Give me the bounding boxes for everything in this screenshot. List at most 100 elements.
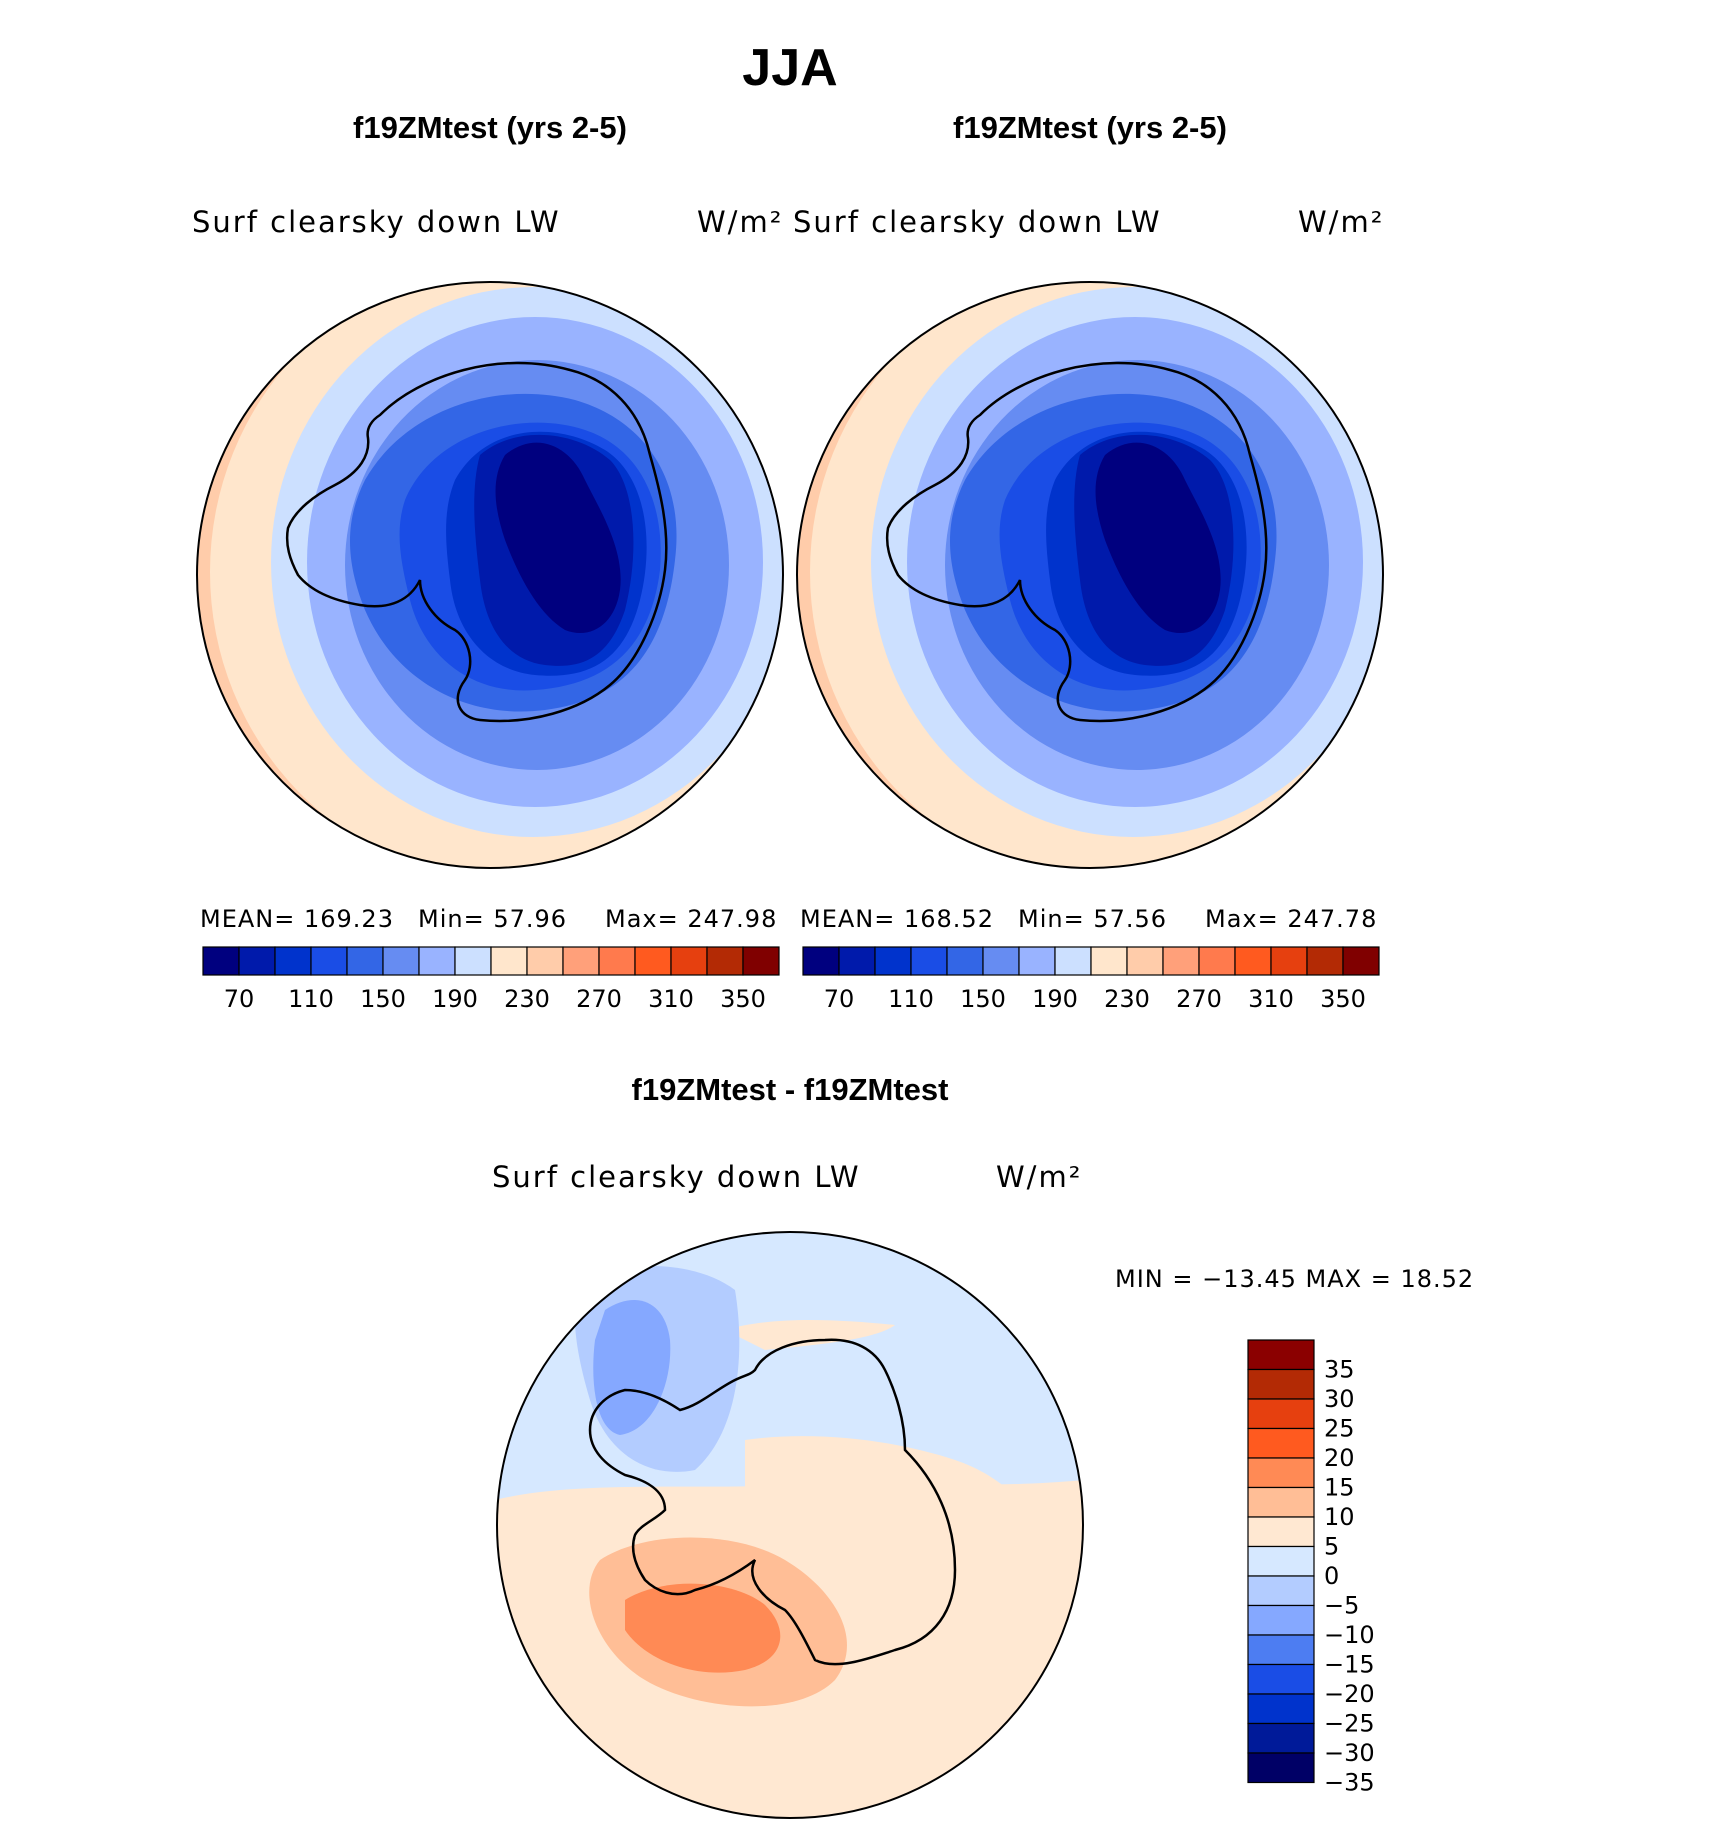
colorbar-right-swatch xyxy=(802,946,840,976)
colorbar-right-swatch xyxy=(982,946,1020,976)
colorbar-diff-tick-label: 10 xyxy=(1324,1503,1355,1531)
colorbar-right-swatch xyxy=(874,946,912,976)
colorbar-right-tick-label: 70 xyxy=(824,985,855,1013)
panel-right-variable-label: Surf clearsky down LW xyxy=(793,205,1162,239)
colorbar-diff-swatch xyxy=(1247,1752,1315,1784)
diff-unit-label: W/m² xyxy=(996,1160,1083,1194)
colorbar-right-tick-label: 230 xyxy=(1104,985,1150,1013)
panel-left-max: Max= 247.98 xyxy=(605,905,778,933)
colorbar-right-swatch xyxy=(1126,946,1164,976)
colorbar-right-swatch xyxy=(838,946,876,976)
colorbar-diff-swatch xyxy=(1247,1663,1315,1695)
map-panel-left xyxy=(196,281,784,869)
colorbar-right-swatch xyxy=(946,946,984,976)
colorbar-left-tick-label: 110 xyxy=(288,985,334,1013)
colorbar-left-swatch xyxy=(310,946,348,976)
colorbar-left-swatch xyxy=(418,946,456,976)
colorbar-left-swatch xyxy=(490,946,528,976)
panel-left-mean: MEAN= 169.23 xyxy=(200,905,394,933)
colorbar-right-tick-label: 110 xyxy=(888,985,934,1013)
colorbar-right-swatch xyxy=(1306,946,1344,976)
colorbar-diff-swatch xyxy=(1247,1575,1315,1607)
panel-left-variable-label: Surf clearsky down LW xyxy=(192,205,561,239)
colorbar-right-swatch xyxy=(1270,946,1308,976)
colorbar-left-swatch xyxy=(598,946,636,976)
colorbar-right-swatch xyxy=(1090,946,1128,976)
map-panel-right xyxy=(796,281,1384,869)
colorbar-left-swatch xyxy=(346,946,384,976)
colorbar-diff-swatch xyxy=(1247,1545,1315,1577)
colorbar-diff-swatch xyxy=(1247,1427,1315,1459)
colorbar-diff-swatch xyxy=(1247,1722,1315,1754)
colorbar-right-swatch xyxy=(1234,946,1272,976)
colorbar-diff-swatch xyxy=(1247,1368,1315,1400)
colorbar-right-tick-label: 270 xyxy=(1176,985,1222,1013)
colorbar-left-swatch xyxy=(238,946,276,976)
figure-title: JJA xyxy=(742,39,838,97)
colorbar-diff-tick-label: −35 xyxy=(1324,1769,1375,1797)
colorbar-right-swatch xyxy=(1054,946,1092,976)
colorbar-right-swatch xyxy=(910,946,948,976)
colorbar-right-tick-label: 350 xyxy=(1320,985,1366,1013)
colorbar-diff-swatch xyxy=(1247,1604,1315,1636)
colorbar-right-tick-label: 190 xyxy=(1032,985,1078,1013)
colorbar-diff-tick-label: 15 xyxy=(1324,1474,1355,1502)
colorbar-left-tick-label: 190 xyxy=(432,985,478,1013)
panel-right-min: Min= 57.56 xyxy=(1018,905,1168,933)
colorbar-left-tick-label: 270 xyxy=(576,985,622,1013)
colorbar-diff-tick-label: 25 xyxy=(1324,1415,1355,1443)
colorbar-right-swatch xyxy=(1018,946,1056,976)
colorbar-left-tick-label: 350 xyxy=(720,985,766,1013)
diff-min-max: MIN = −13.45 MAX = 18.52 xyxy=(1115,1265,1475,1293)
panel-right-mean: MEAN= 168.52 xyxy=(800,905,994,933)
colorbar-left-swatch xyxy=(634,946,672,976)
colorbar-diff-swatch xyxy=(1247,1634,1315,1666)
colorbar-right-swatch xyxy=(1162,946,1200,976)
colorbar-diff-tick-label: 35 xyxy=(1324,1356,1355,1384)
colorbar-diff-tick-label: −5 xyxy=(1324,1592,1359,1620)
colorbar-right-swatch xyxy=(1342,946,1380,976)
colorbar-left-swatch xyxy=(562,946,600,976)
colorbar-left-swatch xyxy=(670,946,708,976)
colorbar-diff-tick-label: −10 xyxy=(1324,1621,1375,1649)
colorbar-right: 70 110 150 190 230 270 310 350 xyxy=(802,946,1380,1013)
colorbar-diff-tick-label: −30 xyxy=(1324,1739,1375,1767)
colorbar-left-swatch xyxy=(706,946,744,976)
colorbar-diff-swatch xyxy=(1247,1486,1315,1518)
panel-right-max: Max= 247.78 xyxy=(1205,905,1378,933)
colorbar-right-tick-label: 150 xyxy=(960,985,1006,1013)
colorbar-left: 70 110 150 190 230 270 310 350 xyxy=(202,946,780,1013)
colorbar-diff-swatch xyxy=(1247,1398,1315,1430)
panel-left-title: f19ZMtest (yrs 2-5) xyxy=(353,110,627,145)
colorbar-right-tick-label: 310 xyxy=(1248,985,1294,1013)
colorbar-left-swatch xyxy=(274,946,312,976)
colorbar-diff-tick-label: 5 xyxy=(1324,1533,1339,1561)
colorbar-left-tick-label: 230 xyxy=(504,985,550,1013)
colorbar-diff-tick-label: 20 xyxy=(1324,1444,1355,1472)
colorbar-diff-tick-label: −25 xyxy=(1324,1710,1375,1738)
diff-variable-label: Surf clearsky down LW xyxy=(492,1160,861,1194)
colorbar-right-swatch xyxy=(1198,946,1236,976)
colorbar-diff-tick-label: 0 xyxy=(1324,1562,1339,1590)
colorbar-diff-tick-label: −20 xyxy=(1324,1680,1375,1708)
colorbar-diff-swatch xyxy=(1247,1339,1315,1371)
colorbar-left-tick-label: 70 xyxy=(224,985,255,1013)
colorbar-left-tick-label: 310 xyxy=(648,985,694,1013)
colorbar-diff-swatch xyxy=(1247,1457,1315,1489)
colorbar-left-swatch xyxy=(382,946,420,976)
colorbar-left-swatch xyxy=(202,946,240,976)
colorbar-left-swatch xyxy=(526,946,564,976)
colorbar-diff-tick-label: −15 xyxy=(1324,1651,1375,1679)
colorbar-left-tick-label: 150 xyxy=(360,985,406,1013)
panel-left-min: Min= 57.96 xyxy=(418,905,568,933)
panel-right-unit-label: W/m² xyxy=(1298,205,1385,239)
panel-left-unit-label: W/m² xyxy=(697,205,784,239)
diff-title: f19ZMtest - f19ZMtest xyxy=(631,1072,949,1107)
panel-right-title: f19ZMtest (yrs 2-5) xyxy=(953,110,1227,145)
colorbar-diff-swatch xyxy=(1247,1693,1315,1725)
colorbar-left-swatch xyxy=(742,946,780,976)
colorbar-left-swatch xyxy=(454,946,492,976)
colorbar-diff-tick-label: 30 xyxy=(1324,1385,1355,1413)
colorbar-diff-swatch xyxy=(1247,1516,1315,1548)
